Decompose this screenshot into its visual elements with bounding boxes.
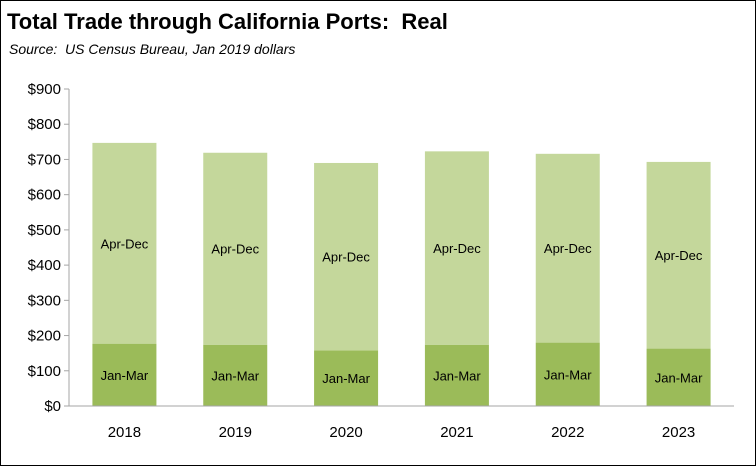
x-tick-label: 2019 [219, 424, 252, 441]
y-tick-label: $0 [44, 398, 61, 415]
y-tick-label: $900 [28, 81, 61, 98]
bar-jan-mar-2022 [535, 342, 600, 406]
bar-jan-mar-2019 [203, 344, 268, 406]
y-tick-label: $400 [28, 257, 61, 274]
bar-apr-dec-2019 [203, 152, 268, 345]
x-tick-label: 2020 [329, 424, 362, 441]
bar-segment-label: Apr-Dec [322, 250, 370, 265]
bar-segment-label: Apr-Dec [433, 241, 481, 256]
bar-apr-dec-2018 [92, 142, 157, 344]
bar-segment-label: Jan-Mar [655, 370, 703, 385]
bar-apr-dec-2023 [646, 161, 711, 349]
bar-segment-label: Jan-Mar [433, 368, 481, 383]
bar-apr-dec-2021 [424, 151, 489, 345]
bar-jan-mar-2020 [314, 350, 379, 406]
x-tick-label: 2018 [108, 424, 141, 441]
bar-segment-label: Apr-Dec [655, 248, 703, 263]
chart-subtitle: Source: US Census Bureau, Jan 2019 dolla… [9, 41, 296, 57]
y-tick-label: $500 [28, 222, 61, 239]
bar-jan-mar-2018 [92, 343, 157, 406]
bar-apr-dec-2022 [535, 153, 600, 343]
x-tick-label: 2022 [551, 424, 584, 441]
bar-jan-mar-2021 [424, 344, 489, 406]
x-tick-label: 2023 [662, 424, 695, 441]
bar-segment-label: Apr-Dec [544, 241, 592, 256]
bar-jan-mar-2023 [646, 348, 711, 406]
bar-segment-label: Jan-Mar [544, 367, 592, 382]
bar-segment-label: Jan-Mar [101, 368, 149, 383]
x-tick-label: 2021 [440, 424, 473, 441]
y-tick-label: $100 [28, 363, 61, 380]
y-tick-label: $200 [28, 328, 61, 345]
y-tick-label: $600 [28, 187, 61, 204]
bar-segment-label: Jan-Mar [211, 368, 259, 383]
bar-apr-dec-2020 [314, 162, 379, 351]
bar-segment-label: Apr-Dec [211, 242, 259, 257]
bar-segment-label: Jan-Mar [322, 371, 370, 386]
y-tick-label: $800 [28, 116, 61, 133]
bar-segment-label: Apr-Dec [101, 236, 149, 251]
chart-title: Total Trade through California Ports: Re… [7, 9, 448, 34]
y-tick-label: $300 [28, 292, 61, 309]
y-tick-label: $700 [28, 151, 61, 168]
